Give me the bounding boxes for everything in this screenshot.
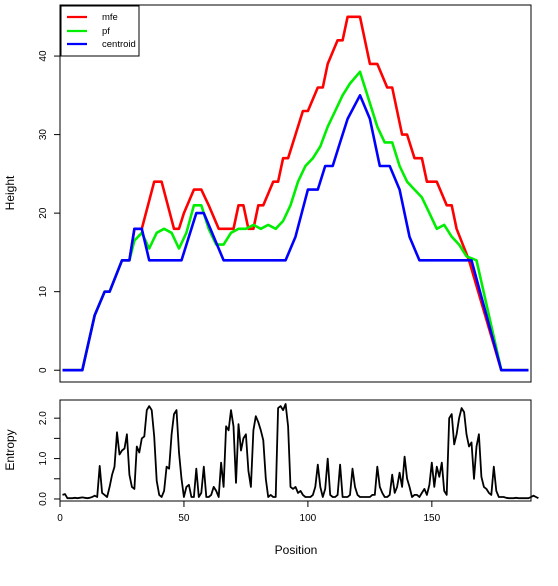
position-x-tick-label: 100 xyxy=(300,513,317,524)
entropy-series-line xyxy=(62,403,539,500)
position-x-axis: 0 50 100 150 xyxy=(57,501,441,524)
entropy-y-tick-label: 1.0 xyxy=(38,451,49,465)
legend-label-centroid: centroid xyxy=(102,39,136,50)
entropy-y-tick-label: 0.0 xyxy=(38,492,49,506)
entropy-y-axis: 0.0 1.0 2.0 xyxy=(38,411,60,506)
height-y-tick-label: 0 xyxy=(38,367,49,373)
height-y-axis-title: Height xyxy=(3,175,17,210)
height-series-group xyxy=(62,15,529,372)
entropy-y-axis-title: Entropy xyxy=(3,429,17,470)
series-line-centroid xyxy=(62,94,529,372)
entropy-y-tick-label: 2.0 xyxy=(38,411,49,425)
position-x-axis-title: Position xyxy=(275,543,318,557)
height-y-axis: 0 10 20 30 40 xyxy=(38,50,60,373)
series-line-mfe xyxy=(62,15,529,372)
entropy-series-group xyxy=(62,403,539,500)
entropy-plot-frame xyxy=(59,399,532,502)
legend-label-mfe: mfe xyxy=(102,12,118,23)
height-panel: 0 10 20 30 40 Height mfe pf centroid xyxy=(3,4,532,383)
legend: mfe pf centroid xyxy=(60,5,140,57)
position-x-tick-label: 50 xyxy=(178,513,190,524)
position-x-tick-label: 150 xyxy=(423,513,440,524)
series-line-pf xyxy=(62,70,529,372)
height-y-tick-label: 20 xyxy=(38,207,49,219)
entropy-panel: 0.0 1.0 2.0 0 50 100 150 Entropy Position xyxy=(3,399,539,557)
height-plot-frame xyxy=(59,4,532,383)
height-y-tick-label: 30 xyxy=(38,129,49,141)
legend-label-pf: pf xyxy=(102,26,110,37)
height-y-tick-label: 40 xyxy=(38,50,49,62)
position-x-tick-label: 0 xyxy=(57,513,63,524)
height-y-tick-label: 10 xyxy=(38,286,49,298)
